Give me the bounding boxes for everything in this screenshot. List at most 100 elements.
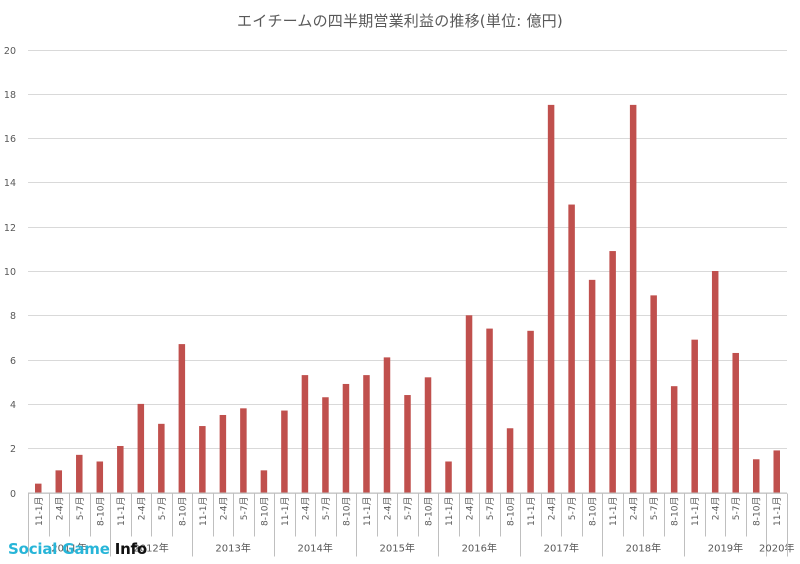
bar: [773, 450, 780, 493]
bar: [670, 386, 678, 493]
bar: [281, 410, 288, 493]
bar: [404, 395, 411, 493]
bar: [178, 344, 186, 493]
bar: [260, 470, 268, 493]
y-tick-label: 14: [4, 178, 16, 189]
x-tick-label: 5-7月: [321, 497, 332, 521]
watermark-logo: Social Game Info: [8, 540, 147, 560]
x-tick-label: 8-10月: [670, 497, 681, 526]
bar: [588, 279, 596, 493]
x-tick-label: 5-7月: [485, 497, 496, 521]
x-tick-label: 5-7月: [157, 497, 168, 521]
year-label: 2016年: [462, 542, 497, 555]
x-tick-label: 2-4月: [54, 497, 65, 521]
bar: [158, 423, 165, 493]
bar: [76, 454, 83, 493]
bar: [752, 459, 760, 493]
bar: [609, 251, 616, 493]
watermark-text: Social Game: [8, 540, 115, 558]
year-label: 2014年: [297, 542, 332, 555]
bar: [445, 461, 452, 493]
x-tick-label: 11-1月: [690, 497, 701, 526]
year-label: 2018年: [626, 542, 661, 555]
y-tick-label: 8: [10, 311, 16, 322]
y-tick-label: 2: [10, 444, 16, 455]
bar: [629, 104, 637, 493]
y-tick-label: 4: [10, 400, 16, 411]
x-tick-label: 11-1月: [772, 497, 783, 526]
x-tick-label: 8-10月: [341, 497, 352, 526]
x-tick-label: 8-10月: [424, 497, 435, 526]
watermark-info-text: Info: [114, 540, 147, 558]
x-tick-label: 11-1月: [526, 497, 537, 526]
bar: [691, 339, 698, 493]
x-tick-label: 5-7月: [731, 497, 742, 521]
x-tick-label: 5-7月: [75, 497, 86, 521]
bar: [301, 375, 309, 493]
bar: [568, 204, 575, 493]
bar: [199, 426, 206, 493]
x-tick-label: 2-4月: [218, 497, 229, 521]
x-tick-label: 8-10月: [752, 497, 763, 526]
bar: [322, 397, 329, 493]
bar: [486, 328, 493, 493]
x-tick-label: 2-4月: [300, 497, 311, 521]
x-tick-label: 8-10月: [588, 497, 599, 526]
x-tick-label: 5-7月: [403, 497, 414, 521]
bar: [363, 375, 370, 493]
x-tick-label: 11-1月: [280, 497, 291, 526]
year-label: 2020年: [759, 542, 794, 555]
x-tick-label: 11-1月: [198, 497, 209, 526]
x-tick-label: 2-4月: [136, 497, 147, 521]
y-tick-label: 16: [4, 134, 16, 145]
year-label: 2011年: [51, 542, 86, 555]
bar: [506, 428, 514, 493]
bar: [732, 352, 739, 493]
x-tick-label: 5-7月: [567, 497, 578, 521]
bar: [650, 295, 657, 493]
bar: [219, 414, 227, 493]
x-tick-label: 2-4月: [629, 497, 640, 521]
bar: [527, 330, 534, 493]
x-tick-label: 8-10月: [506, 497, 517, 526]
chart-title: エイチームの四半期営業利益の推移(単位: 億円): [237, 12, 563, 30]
bar: [383, 357, 391, 493]
year-label: 2017年: [544, 542, 579, 555]
y-tick-label: 10: [4, 267, 16, 278]
x-tick-label: 8-10月: [95, 497, 106, 526]
x-tick-label: 11-1月: [34, 497, 45, 526]
x-tick-label: 2-4月: [711, 497, 722, 521]
bar: [711, 271, 719, 493]
bar: [342, 383, 350, 493]
y-tick-label: 18: [4, 90, 16, 101]
x-tick-label: 2-4月: [382, 497, 393, 521]
bar: [137, 403, 145, 493]
bar: [55, 470, 63, 493]
y-tick-label: 12: [4, 223, 16, 234]
x-tick-label: 2-4月: [547, 497, 558, 521]
year-label: 2013年: [215, 542, 250, 555]
x-tick-label: 5-7月: [649, 497, 660, 521]
year-label: 2019年: [708, 542, 743, 555]
bar: [96, 461, 104, 493]
bar: [117, 445, 124, 493]
bar: [547, 104, 555, 493]
bar: [35, 483, 42, 493]
y-tick-label: 6: [10, 356, 16, 367]
y-tick-label: 0: [10, 489, 16, 500]
x-tick-label: 11-1月: [116, 497, 127, 526]
x-tick-label: 5-7月: [239, 497, 250, 521]
bar: [424, 377, 432, 493]
x-tick-label: 8-10月: [177, 497, 188, 526]
bar: [465, 315, 473, 493]
y-tick-label: 20: [4, 46, 16, 57]
bar: [240, 408, 247, 493]
x-tick-label: 8-10月: [259, 497, 270, 526]
x-tick-label: 11-1月: [608, 497, 619, 526]
x-tick-label: 11-1月: [444, 497, 455, 526]
year-label: 2012年: [133, 542, 168, 555]
x-tick-label: 11-1月: [362, 497, 373, 526]
x-tick-label: 2-4月: [465, 497, 476, 521]
